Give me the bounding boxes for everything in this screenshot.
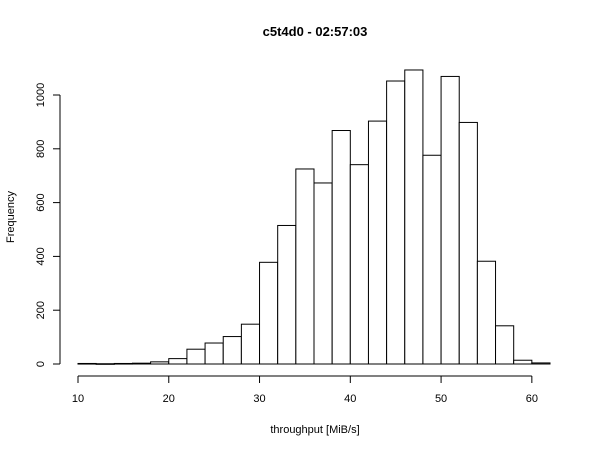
x-axis: 10 20 30 40 50 60	[72, 375, 538, 405]
histogram-bar-30-32	[259, 261, 279, 365]
histogram-bar-46-48	[404, 69, 424, 365]
histogram-bar-34-36	[295, 168, 315, 365]
x-tick-label-30: 30	[253, 393, 265, 405]
histogram-bar-52-54	[458, 121, 478, 365]
histogram-bar-58-60	[513, 359, 533, 365]
histogram-bar-42-44	[367, 120, 388, 365]
y-tick-label-0: 0	[35, 361, 47, 367]
y-tick-label-1000: 1000	[35, 83, 47, 107]
x-axis-label: throughput [MiB/s]	[270, 424, 359, 436]
histogram-bar-26-28	[222, 336, 242, 365]
y-axis: 0 200 400 600 800 1000	[35, 83, 61, 367]
histogram-bar-14-16	[113, 362, 133, 365]
histogram-bar-20-22	[168, 358, 188, 365]
histogram-bar-24-26	[204, 342, 224, 365]
x-tick-label-60: 60	[526, 393, 538, 405]
y-tick-label-400: 400	[35, 247, 47, 265]
histogram-bar-56-58	[495, 325, 515, 365]
histogram-bar-40-42	[349, 164, 369, 365]
histogram-bar-38-40	[331, 130, 351, 365]
histogram-bar-50-52	[440, 75, 460, 365]
y-axis-label: Frequency	[5, 191, 17, 243]
histogram-bar-54-56	[476, 260, 497, 365]
histogram-bar-10-12	[77, 362, 97, 365]
x-tick-label-40: 40	[344, 393, 356, 405]
x-tick-label-10: 10	[72, 393, 84, 405]
histogram-bar-18-20	[150, 361, 170, 365]
histogram-bar-36-38	[313, 182, 333, 365]
histogram-bar-28-30	[240, 323, 261, 365]
histogram-bar-16-18	[131, 362, 152, 365]
histogram-bar-48-50	[422, 154, 442, 365]
histogram-bar-44-46	[386, 80, 406, 365]
x-tick-label-20: 20	[163, 393, 175, 405]
histogram-bar-12-14	[95, 363, 115, 365]
histogram-bar-32-34	[277, 224, 297, 365]
bars-group	[77, 69, 551, 365]
histogram-bar-22-24	[186, 348, 206, 365]
histogram-bar-60-62	[531, 362, 551, 365]
x-tick-label-50: 50	[435, 393, 447, 405]
y-tick-label-200: 200	[35, 301, 47, 319]
y-tick-label-600: 600	[35, 193, 47, 211]
y-tick-label-800: 800	[35, 140, 47, 158]
chart-title: c5t4d0 - 02:57:03	[263, 24, 368, 39]
